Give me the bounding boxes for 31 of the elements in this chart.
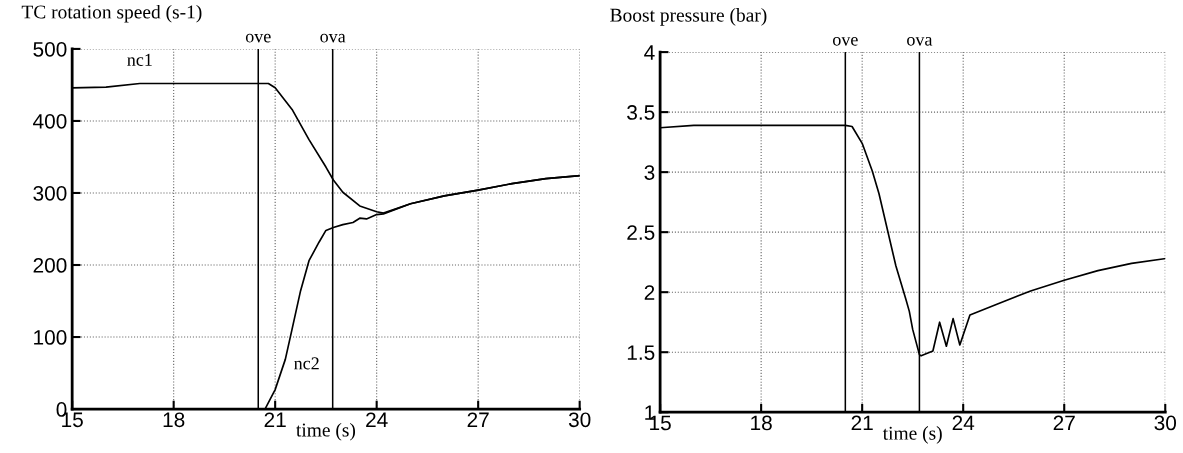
y-tick-label: 100 [34, 330, 67, 345]
x-tick-label: 21 [851, 415, 873, 431]
y-tick-label: 400 [33, 113, 67, 129]
x-tick-label: 27 [1053, 415, 1075, 431]
y-tick-label: 4 [644, 45, 655, 60]
x-tick-label: 18 [751, 415, 772, 431]
x-tick-label: 30 [1154, 415, 1177, 431]
x-tick-label: 18 [163, 412, 185, 428]
series-label: nc2 [294, 357, 319, 370]
x-tick-label: 30 [568, 412, 591, 428]
x-tick-label: 27 [467, 412, 489, 427]
x-axis-title: time (s) [882, 426, 942, 444]
ref-line-label: ova [320, 33, 346, 43]
y-tick-label: 500 [33, 41, 67, 57]
ref-line-label: ove [832, 36, 858, 46]
x-tick-label: 24 [366, 412, 388, 427]
x-axis-title: time (s) [296, 422, 356, 441]
y-tick-label: 200 [33, 258, 67, 273]
ref-line-label: ova [907, 36, 933, 46]
ref-line-label: ove [245, 33, 271, 43]
chart-title: Boost pressure (bar) [610, 8, 767, 26]
x-tick-label: 24 [952, 415, 975, 431]
y-tick-label: 300 [33, 185, 67, 201]
y-tick-label: 2.5 [627, 225, 655, 240]
y-tick-label: 3 [644, 165, 655, 180]
y-tick-label: 3.5 [627, 105, 655, 120]
x-tick-label: 21 [264, 412, 286, 427]
y-tick-label: 2 [644, 285, 655, 300]
chart-title: TC rotation speed (s-1) [21, 4, 202, 23]
y-tick-label: 1.5 [627, 345, 655, 360]
series-label: nc1 [127, 53, 152, 66]
